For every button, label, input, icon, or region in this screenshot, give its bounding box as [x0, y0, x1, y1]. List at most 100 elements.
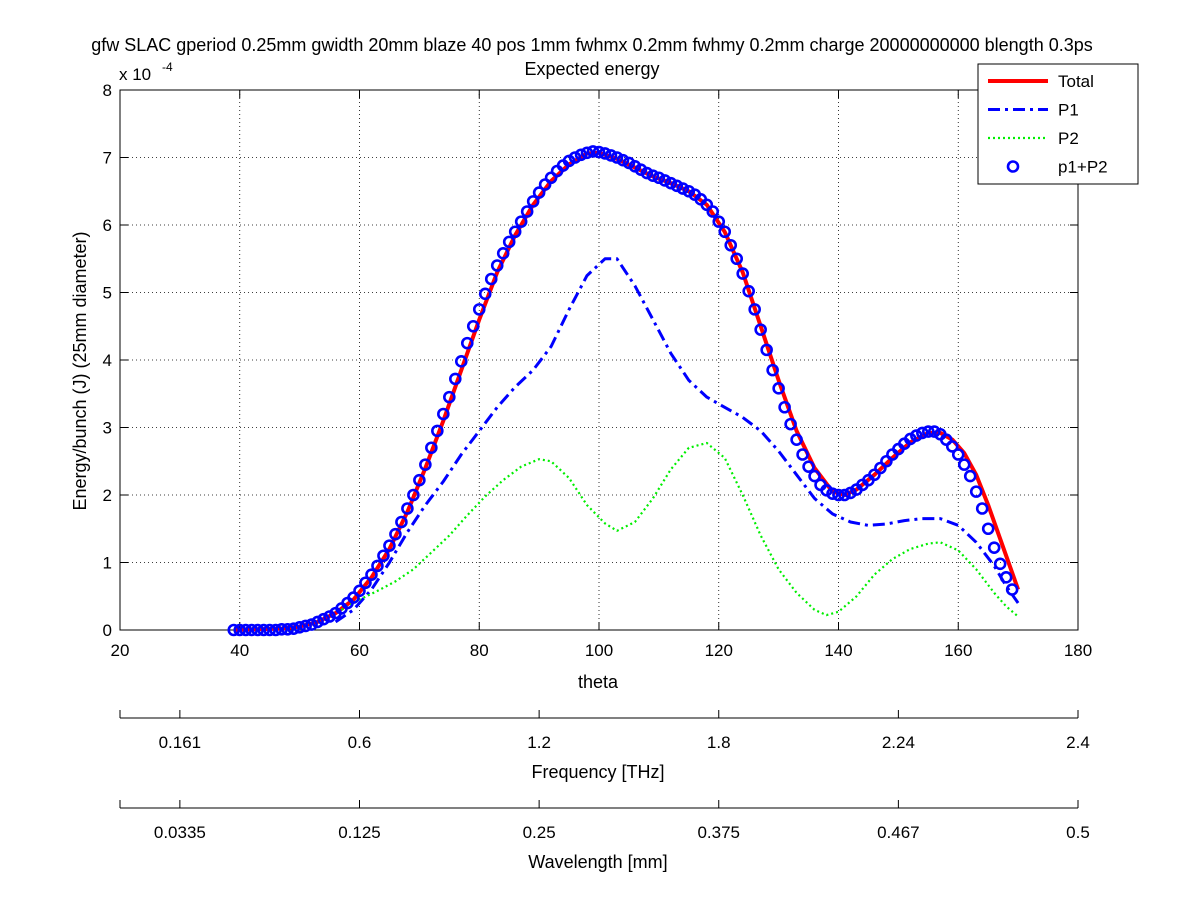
- legend: Total P1 P2 p1+P2: [977, 63, 1139, 185]
- series-p1-p2-point: [472, 303, 486, 316]
- series-p1-p2-point: [718, 225, 732, 239]
- series-p1-p2-point: [748, 303, 761, 316]
- chart-title: gfw SLAC gperiod 0.25mm gwidth 20mm blaz…: [91, 35, 1093, 55]
- series-p1-p2-point: [999, 571, 1013, 584]
- series-p1-p2-point: [742, 284, 755, 298]
- legend-label-p2: P2: [1058, 129, 1079, 148]
- series-p1-p2-point: [287, 622, 300, 635]
- series-p1-p2-point: [568, 151, 582, 164]
- series-p1-p2-point: [658, 174, 672, 187]
- series-p1-p2-point: [676, 182, 690, 195]
- x-tick-label: 60: [350, 641, 369, 660]
- legend-label-p1: P1: [1058, 101, 1079, 120]
- series-p1-p2-point: [305, 618, 318, 631]
- series-p1-p2-point: [604, 149, 618, 162]
- y-tick-label: 2: [103, 486, 112, 505]
- series-p1-p2-point: [945, 440, 959, 453]
- x-tick-label: 40: [230, 641, 249, 660]
- secondary-axis-tick-label: 0.375: [697, 823, 740, 842]
- series-p1-p2-point: [610, 151, 624, 164]
- chart-subtitle: Expected energy: [524, 59, 659, 79]
- series-p1-p2-point: [838, 488, 851, 502]
- series-p1-p2-point: [724, 238, 738, 252]
- series-p1-p2-point: [502, 235, 516, 249]
- series-p1-p2-point: [574, 148, 588, 162]
- series-p1-p2-point: [927, 425, 941, 438]
- series-p1-p2-point: [646, 169, 660, 183]
- legend-label-total: Total: [1058, 72, 1094, 91]
- y-tick-label: 6: [103, 216, 112, 235]
- series-p1-p2-point: [239, 623, 253, 637]
- series-p1-p2-point: [526, 195, 540, 208]
- series-p1-p2-point: [514, 215, 528, 228]
- y-axis-label: Energy/bunch (J) (25mm diameter): [70, 231, 90, 510]
- series-p1-p2-point: [712, 215, 726, 228]
- series-p1-p2-point: [269, 623, 282, 637]
- series-p1-p2-point: [772, 382, 785, 395]
- series-p1-p2-point: [466, 319, 480, 333]
- series-p1-p2-point: [508, 225, 522, 239]
- x-tick-label: 100: [585, 641, 613, 660]
- series-p1-p2-point: [227, 623, 241, 637]
- series-p1-p2-point: [916, 426, 929, 440]
- series-p1-p2-point: [802, 460, 815, 473]
- series-p1-p2-point: [365, 568, 378, 581]
- series-p1-p2-point: [478, 287, 492, 301]
- secondary-axis-tick-label: 0.5: [1066, 823, 1090, 842]
- x-tick-label: 120: [705, 641, 733, 660]
- series-p1-p2-point: [981, 522, 995, 536]
- series-p1-p2-point: [987, 541, 1001, 554]
- x-tick-label: 80: [470, 641, 489, 660]
- series-p1-p2-point: [454, 355, 468, 368]
- series-p1-p2-point: [484, 272, 498, 286]
- series-p1-p2-point: [431, 424, 444, 438]
- x-tick-label: 20: [111, 641, 130, 660]
- y-tick-label: 7: [103, 149, 112, 168]
- series-p1-p2-point: [664, 176, 678, 190]
- secondary-axis-tick-label: 0.0335: [154, 823, 206, 842]
- axis-ticks: 20 40 60 80 100 120 140 160 180 0 1 2 3 4 5 6 7 8: [103, 81, 1093, 660]
- series-p1-p2-point: [263, 623, 276, 637]
- series-p1-p2-point: [257, 623, 271, 637]
- series-p1-p2-point: [652, 171, 666, 185]
- series-p1-p2-point: [281, 623, 294, 636]
- secondary-axes: 0.161 0.6 1.2 1.8 2.24 2.4 Frequency [THz] 0.03…: [119, 710, 1090, 872]
- series-p1-p2-point: [730, 252, 744, 266]
- series-p1-p2-point: [832, 488, 845, 502]
- series-p1-p2-point: [413, 473, 426, 487]
- series-p1-p2-point: [443, 390, 456, 404]
- series-layer: [227, 145, 1020, 637]
- legend-box: [977, 63, 1139, 185]
- series-p1-p2-point: [1005, 583, 1019, 596]
- x-tick-label: 140: [824, 641, 852, 660]
- series-p1-p2-point: [437, 407, 450, 421]
- series-p1-p2-point: [419, 458, 432, 471]
- series-p1-p2-point: [311, 615, 324, 629]
- series-p1-p2-point: [425, 441, 438, 455]
- series-p1-p2-point: [299, 619, 312, 633]
- secondary-axis-tick-label: 1.2: [527, 733, 551, 752]
- series-p1-p2-point: [790, 433, 803, 446]
- series-p1-p2-point: [293, 620, 306, 634]
- y-tick-label: 1: [103, 554, 112, 573]
- series-p1-p2-point: [826, 487, 839, 500]
- series-p1-p2-point: [736, 267, 750, 280]
- series-p1-p2-point: [251, 623, 265, 637]
- series-p1-p2-point: [371, 559, 384, 573]
- series-p1-p2-point: [969, 485, 983, 498]
- series-p1-p2-point: [245, 623, 259, 637]
- secondary-axis-tick-label: 0.6: [348, 733, 372, 752]
- series-p1-p2-point: [586, 145, 600, 158]
- series-p1-p2-markers: [227, 145, 1019, 637]
- x-tick-label: 180: [1064, 641, 1092, 660]
- series-p1-p2-point: [389, 527, 402, 541]
- series-p1-p2-point: [401, 502, 414, 515]
- y-multiplier: x 10: [119, 65, 151, 84]
- series-p1-p2-point: [598, 147, 612, 160]
- series-p1-p2-point: [592, 145, 606, 159]
- y-tick-label: 8: [103, 81, 112, 100]
- series-p1-p2-point: [670, 179, 684, 193]
- series-p1-p2-point: [407, 488, 420, 502]
- series-p1-p2-point: [910, 429, 923, 442]
